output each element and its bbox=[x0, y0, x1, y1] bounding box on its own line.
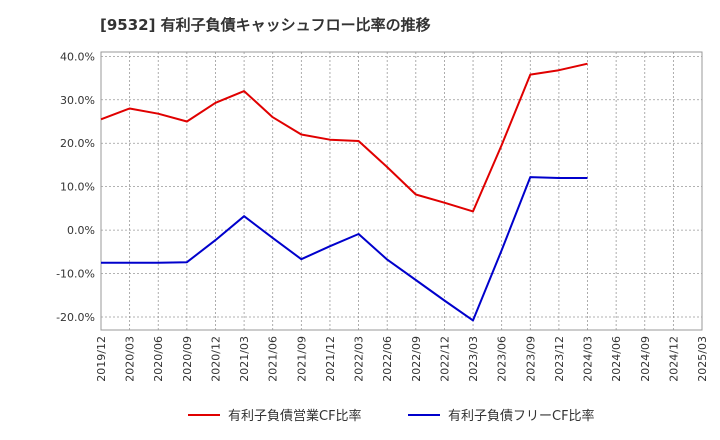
x-tick-label: 2020/12 bbox=[209, 336, 222, 382]
x-tick-label: 2023/03 bbox=[467, 336, 480, 382]
x-tick-label: 2023/12 bbox=[553, 336, 566, 382]
x-tick-label: 2019/12 bbox=[95, 336, 108, 382]
horizontal-gridlines bbox=[101, 55, 702, 318]
x-tick-label: 2023/09 bbox=[524, 336, 537, 382]
chart-title: [9532] 有利子負債キャッシュフロー比率の推移 bbox=[100, 16, 431, 34]
series-line-2 bbox=[101, 176, 588, 322]
x-tick-label: 2024/06 bbox=[610, 336, 623, 382]
series-layer bbox=[100, 62, 588, 322]
x-tick-label: 2024/09 bbox=[639, 336, 652, 382]
x-tick-label: 2022/09 bbox=[410, 336, 423, 382]
y-tick-label: 40.0% bbox=[60, 50, 95, 63]
x-tick-label: 2022/03 bbox=[353, 336, 366, 382]
legend: 有利子負債営業CF比率 有利子負債フリーCF比率 bbox=[188, 408, 595, 424]
x-tick-label: 2023/06 bbox=[496, 336, 509, 382]
x-tick-label: 2020/06 bbox=[152, 336, 165, 382]
series-line-1 bbox=[100, 62, 588, 213]
y-axis-tick-labels: 40.0% 30.0% 20.0% 10.0% 0.0% -10.0% -20.0% bbox=[56, 50, 95, 324]
x-tick-label: 2020/03 bbox=[124, 336, 137, 382]
x-axis-tick-labels: 2019/12 2020/03 2020/06 2020/09 2020/12 2021/… bbox=[95, 336, 709, 382]
x-tick-label: 2025/03 bbox=[696, 336, 709, 382]
y-tick-label: 20.0% bbox=[60, 137, 95, 150]
y-tick-label: -20.0% bbox=[56, 311, 95, 324]
vertical-gridlines bbox=[129, 52, 674, 330]
legend-label: 有利子負債営業CF比率 bbox=[228, 408, 362, 424]
plot-area bbox=[100, 51, 703, 331]
y-tick-label: 30.0% bbox=[60, 94, 95, 107]
x-tick-label: 2021/06 bbox=[267, 336, 280, 382]
x-tick-label: 2021/12 bbox=[324, 336, 337, 382]
x-tick-label: 2022/06 bbox=[381, 336, 394, 382]
x-tick-label: 2024/12 bbox=[667, 336, 680, 382]
y-tick-label: 10.0% bbox=[60, 181, 95, 194]
y-tick-label: -10.0% bbox=[56, 268, 95, 281]
x-tick-label: 2020/09 bbox=[181, 336, 194, 382]
legend-label: 有利子負債フリーCF比率 bbox=[448, 408, 595, 424]
x-tick-label: 2021/09 bbox=[295, 336, 308, 382]
y-tick-label: 0.0% bbox=[67, 224, 95, 237]
x-tick-label: 2022/12 bbox=[438, 336, 451, 382]
x-tick-label: 2021/03 bbox=[238, 336, 251, 382]
x-tick-label: 2024/03 bbox=[582, 336, 595, 382]
